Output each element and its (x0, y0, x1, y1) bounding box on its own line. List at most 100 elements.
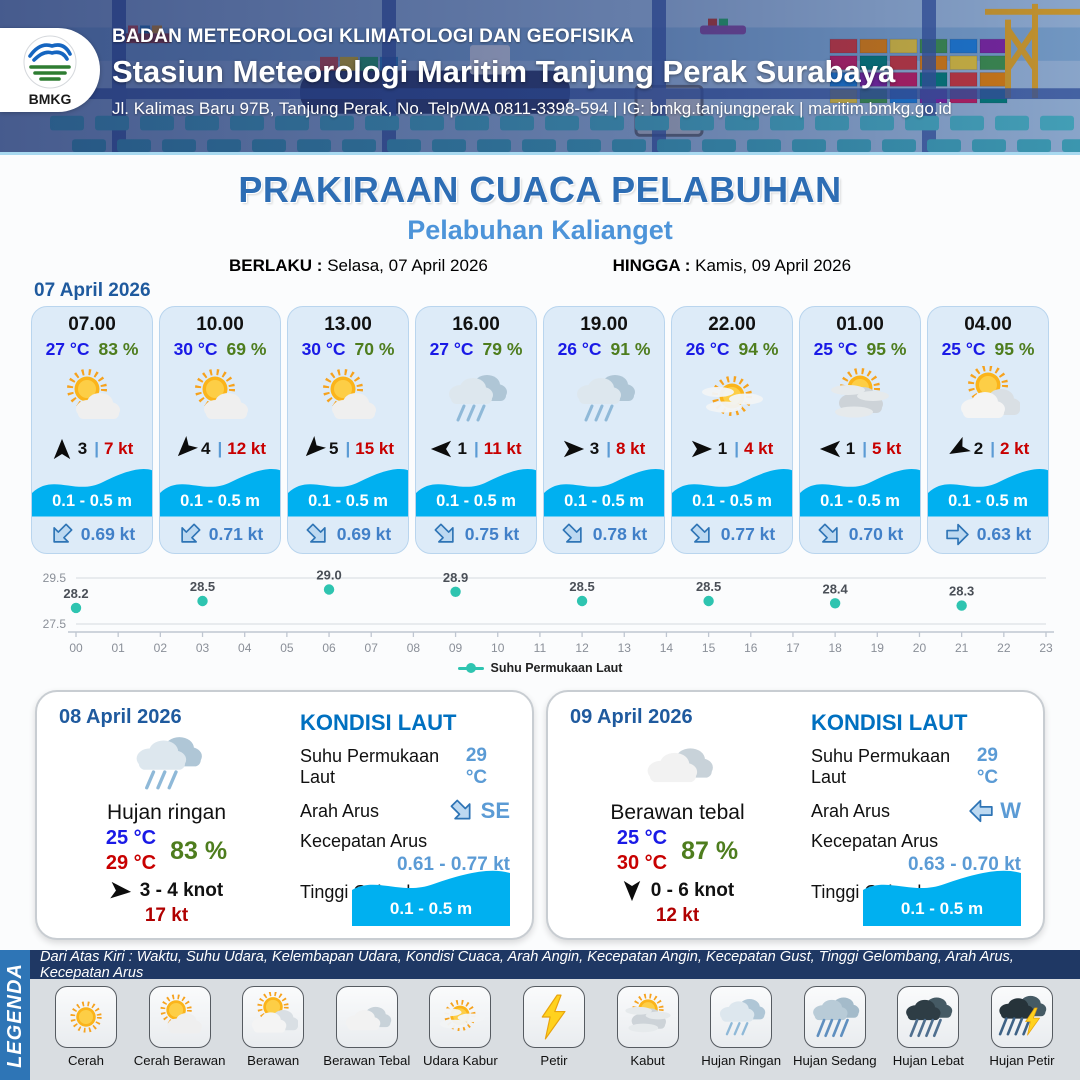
air-temperature: 27 °C (429, 339, 474, 359)
wave-height-value: 0.1 - 0.5 m (436, 491, 516, 510)
wave-height-band: 0.1 - 0.5 m (672, 460, 792, 517)
wave-height-value: 0.1 - 0.5 m (564, 491, 644, 510)
header-banner: BMKG BADAN METEOROLOGI KLIMATOLOGI DAN G… (0, 0, 1080, 155)
validity-row: BERLAKU : Selasa, 07 April 2026 HINGGA :… (0, 256, 1080, 276)
gust-speed: 5 kt (871, 439, 902, 458)
wave-graphic (288, 469, 408, 517)
svg-text:23: 23 (1039, 641, 1053, 655)
legend-item: Berawan (229, 986, 317, 1068)
legend-item-label: Hujan Ringan (701, 1053, 782, 1068)
forecast-card: 07.00 27 °C 83 % 3 | 7 kt 0.1 - 0.5 m 0.… (31, 306, 153, 554)
wind-row: 2 | 2 kt (947, 438, 1030, 460)
separator: | (862, 439, 867, 458)
legend-item-label: Berawan Tebal (323, 1053, 411, 1068)
current-direction-value: W (1000, 798, 1021, 823)
sst-label: Suhu Permukaan Laut (811, 746, 951, 787)
legend-item: Hujan Petir (978, 986, 1066, 1068)
hingga-value: Kamis, 09 April 2026 (695, 256, 852, 275)
hingga-label: HINGGA : (612, 256, 691, 275)
svg-text:19: 19 (871, 641, 885, 655)
svg-text:28.2: 28.2 (63, 586, 88, 601)
current-row: 0.71 kt (160, 517, 280, 553)
svg-text:12: 12 (575, 641, 589, 655)
wave-height-band: 0.1 - 0.5 m (160, 460, 280, 517)
legend-item-label: Cerah Berawan (133, 1053, 226, 1068)
current-direction-icon (556, 517, 591, 552)
wave-height-value: 0.1 - 0.5 m (52, 491, 132, 510)
daily-card: 08 April 2026 Hujan ringan 25 °C 29 °C 8… (35, 690, 534, 940)
legend-weather-icon (529, 992, 579, 1042)
port-subtitle: Pelabuhan Kalianget (407, 215, 673, 245)
bmkg-logo-icon (23, 35, 77, 88)
humidity: 83 % (98, 339, 139, 359)
svg-text:01: 01 (111, 641, 125, 655)
wind-direction-icon (691, 438, 713, 460)
current-row: 0.78 kt (544, 517, 664, 553)
wind-row: 3 | 8 kt (563, 438, 645, 460)
current-speed: 0.78 kt (592, 524, 648, 545)
air-temperature: 26 °C (685, 339, 730, 359)
daily-date: 08 April 2026 (59, 706, 182, 728)
legend-weather-icon (997, 992, 1047, 1042)
legend-weather-icon (716, 992, 766, 1042)
wind-speed: 3 (589, 439, 600, 458)
wave-height-value: 0.1 - 0.5 m (900, 899, 984, 918)
legend-weather-icon (435, 992, 485, 1042)
current-row: 0.75 kt (416, 517, 536, 553)
current-speed-value: 0.63 - 0.70 kt (907, 854, 1021, 875)
daily-weather-icon (635, 727, 721, 799)
svg-text:28.9: 28.9 (443, 570, 468, 585)
legend-header-text: Dari Atas Kiri : Waktu, Suhu Udara, Kele… (30, 949, 1080, 981)
legend-item-label: Hujan Lebat (892, 1053, 964, 1068)
air-temperature: 30 °C (301, 339, 346, 359)
humidity: 91 % (610, 339, 651, 359)
air-temperature: 25 °C (941, 339, 986, 359)
gust-speed: 2 kt (999, 439, 1030, 458)
svg-text:02: 02 (154, 641, 168, 655)
wind-speed: 1 (457, 439, 467, 458)
current-direction-icon (300, 517, 335, 552)
time-label: 07.00 (68, 314, 116, 335)
legend-item: Berawan Tebal (323, 986, 411, 1068)
weather-icon (60, 366, 124, 430)
wind-row: 3 | 7 kt (51, 438, 133, 460)
svg-text:16: 16 (744, 641, 758, 655)
current-speed: 0.63 kt (976, 524, 1032, 545)
current-row: 0.77 kt (672, 517, 792, 553)
weather-icon (700, 366, 764, 430)
daily-condition: Hujan ringan (106, 801, 227, 824)
current-speed: 0.71 kt (208, 524, 264, 545)
separator: | (94, 439, 99, 458)
legend-vertical-label: LEGENDA (3, 962, 26, 1068)
svg-text:14: 14 (660, 641, 674, 655)
gust-speed: 4 kt (743, 439, 774, 458)
svg-text:04: 04 (238, 641, 252, 655)
wave-height-band: 0.1 - 0.5 m (928, 460, 1048, 517)
legend-item-label: Hujan Petir (989, 1053, 1055, 1068)
wave-height-band: 0.1 - 0.5 m (32, 460, 152, 517)
current-direction-icon (172, 517, 207, 552)
daily-temp-min: 25 °C (105, 827, 157, 849)
wave-graphic (416, 469, 536, 517)
humidity: 95 % (866, 339, 907, 359)
berlaku-value: Selasa, 07 April 2026 (327, 256, 488, 275)
legend-item-label: Kabut (630, 1053, 665, 1068)
weather-icon (188, 366, 252, 430)
current-direction-icon (684, 517, 719, 552)
weather-icon (316, 366, 380, 430)
forecast-card: 16.00 27 °C 79 % 1 | 11 kt 0.1 - 0.5 m 0… (415, 306, 537, 554)
wind-speed: 1 (845, 439, 856, 458)
separator: | (734, 439, 739, 458)
current-direction-icon (44, 517, 79, 552)
legend-weather-icon (903, 992, 953, 1042)
daily-wind-speed: 3 - 4 knot (139, 880, 224, 901)
wave-height-value: 0.1 - 0.5 m (308, 491, 388, 510)
svg-text:28.5: 28.5 (190, 579, 215, 594)
current-row: 0.63 kt (928, 517, 1048, 553)
daily-wind-direction-icon (109, 879, 133, 903)
wave-graphic (800, 469, 920, 517)
svg-text:06: 06 (322, 641, 336, 655)
weather-icon (956, 366, 1020, 430)
legend-weather-icon (155, 992, 205, 1042)
page-title: PRAKIRAAN CUACA PELABUHAN (238, 169, 842, 210)
